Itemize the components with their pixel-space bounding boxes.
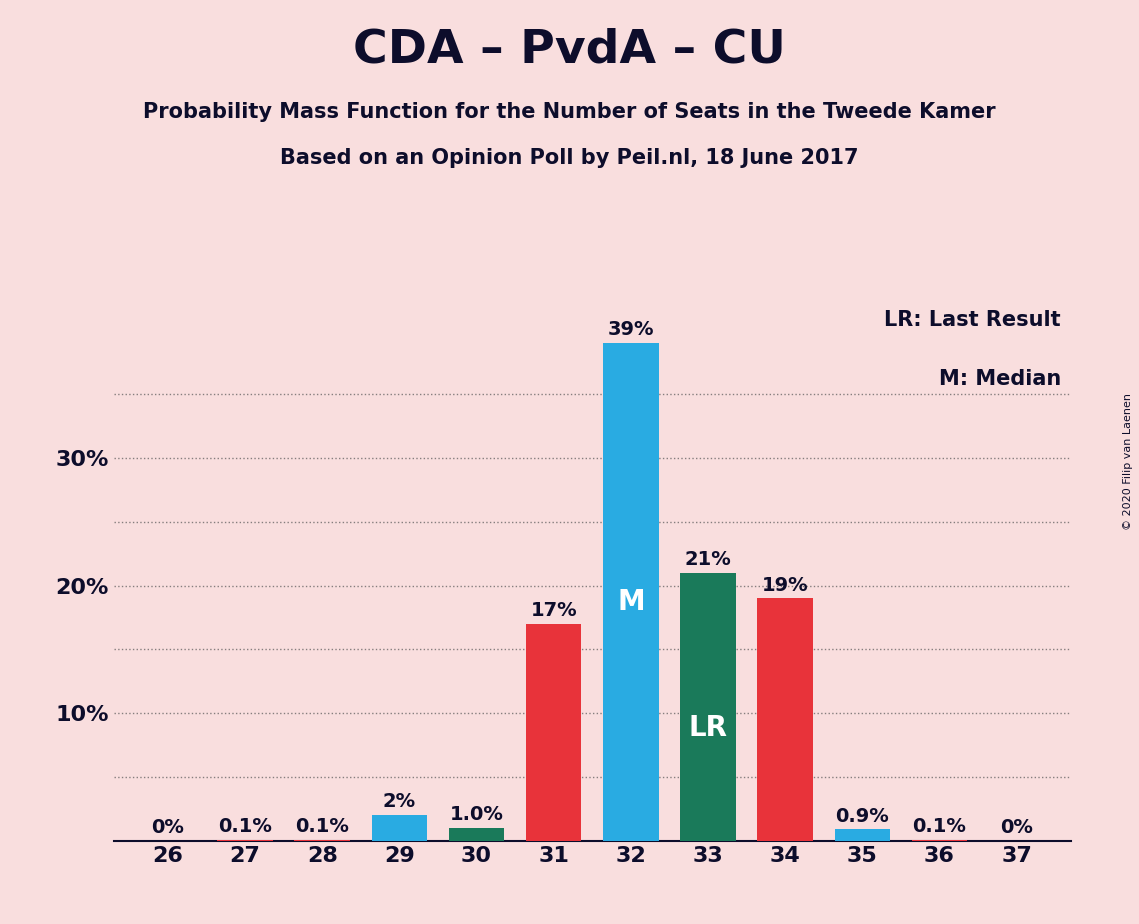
Bar bbox=[835, 830, 890, 841]
Text: LR: Last Result: LR: Last Result bbox=[885, 310, 1062, 330]
Text: 17%: 17% bbox=[531, 602, 577, 620]
Bar bbox=[449, 828, 505, 841]
Text: M: Median: M: Median bbox=[939, 370, 1062, 389]
Text: 19%: 19% bbox=[762, 576, 809, 594]
Text: 0.1%: 0.1% bbox=[912, 817, 966, 835]
Bar bbox=[680, 573, 736, 841]
Text: © 2020 Filip van Laenen: © 2020 Filip van Laenen bbox=[1123, 394, 1133, 530]
Bar bbox=[603, 343, 658, 841]
Bar bbox=[911, 840, 967, 841]
Text: 0.9%: 0.9% bbox=[836, 807, 890, 825]
Text: 0.1%: 0.1% bbox=[219, 817, 272, 835]
Text: 0%: 0% bbox=[1000, 818, 1033, 837]
Text: 0.1%: 0.1% bbox=[295, 817, 350, 835]
Bar bbox=[371, 815, 427, 841]
Text: 0%: 0% bbox=[151, 818, 185, 837]
Bar bbox=[526, 624, 582, 841]
Bar bbox=[218, 840, 273, 841]
Text: LR: LR bbox=[688, 714, 728, 742]
Text: 2%: 2% bbox=[383, 793, 416, 811]
Text: M: M bbox=[617, 588, 645, 616]
Bar bbox=[295, 840, 350, 841]
Text: Based on an Opinion Poll by Peil.nl, 18 June 2017: Based on an Opinion Poll by Peil.nl, 18 … bbox=[280, 148, 859, 168]
Bar bbox=[757, 599, 813, 841]
Text: 21%: 21% bbox=[685, 550, 731, 569]
Text: 39%: 39% bbox=[607, 321, 654, 339]
Text: 1.0%: 1.0% bbox=[450, 805, 503, 824]
Text: CDA – PvdA – CU: CDA – PvdA – CU bbox=[353, 28, 786, 73]
Text: Probability Mass Function for the Number of Seats in the Tweede Kamer: Probability Mass Function for the Number… bbox=[144, 102, 995, 122]
